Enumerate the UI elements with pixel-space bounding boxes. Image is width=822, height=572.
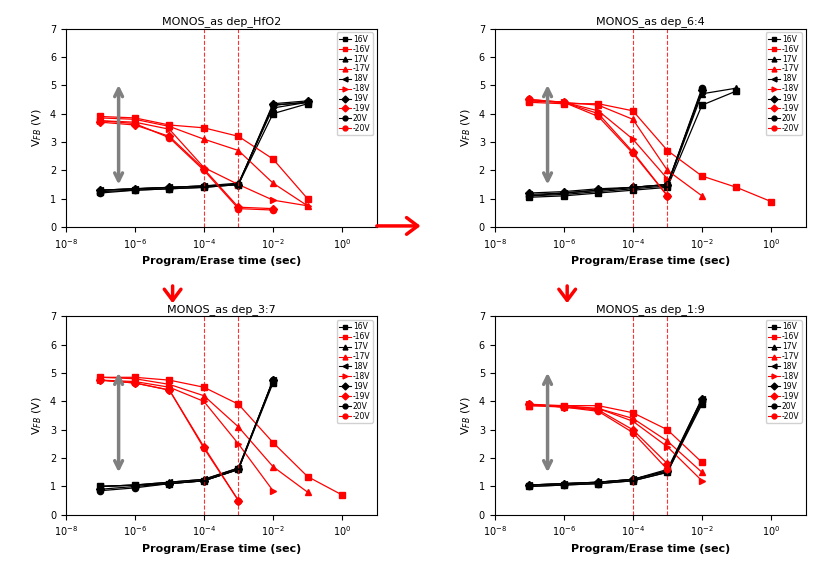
X-axis label: Program/Erase time (sec): Program/Erase time (sec): [570, 256, 730, 266]
Title: MONOS_as dep_3:7: MONOS_as dep_3:7: [167, 304, 275, 315]
Title: MONOS_as dep_1:9: MONOS_as dep_1:9: [596, 304, 704, 315]
X-axis label: Program/Erase time (sec): Program/Erase time (sec): [141, 544, 301, 554]
Y-axis label: V$_{FB}$ (V): V$_{FB}$ (V): [459, 109, 473, 147]
Y-axis label: V$_{FB}$ (V): V$_{FB}$ (V): [30, 396, 44, 435]
Y-axis label: V$_{FB}$ (V): V$_{FB}$ (V): [30, 109, 44, 147]
X-axis label: Program/Erase time (sec): Program/Erase time (sec): [570, 544, 730, 554]
Title: MONOS_as dep_6:4: MONOS_as dep_6:4: [596, 17, 704, 27]
Y-axis label: V$_{FB}$ (V): V$_{FB}$ (V): [459, 396, 473, 435]
Legend: 16V, -16V, 17V, -17V, 18V, -18V, 19V, -19V, 20V, -20V: 16V, -16V, 17V, -17V, 18V, -18V, 19V, -1…: [766, 320, 801, 423]
Legend: 16V, -16V, 17V, -17V, 18V, -18V, 19V, -19V, 20V, -20V: 16V, -16V, 17V, -17V, 18V, -18V, 19V, -1…: [766, 33, 801, 135]
Legend: 16V, -16V, 17V, -17V, 18V, -18V, 19V, -19V, 20V, -20V: 16V, -16V, 17V, -17V, 18V, -18V, 19V, -1…: [337, 33, 373, 135]
Legend: 16V, -16V, 17V, -17V, 18V, -18V, 19V, -19V, 20V, -20V: 16V, -16V, 17V, -17V, 18V, -18V, 19V, -1…: [337, 320, 373, 423]
Title: MONOS_as dep_HfO2: MONOS_as dep_HfO2: [162, 17, 281, 27]
X-axis label: Program/Erase time (sec): Program/Erase time (sec): [141, 256, 301, 266]
